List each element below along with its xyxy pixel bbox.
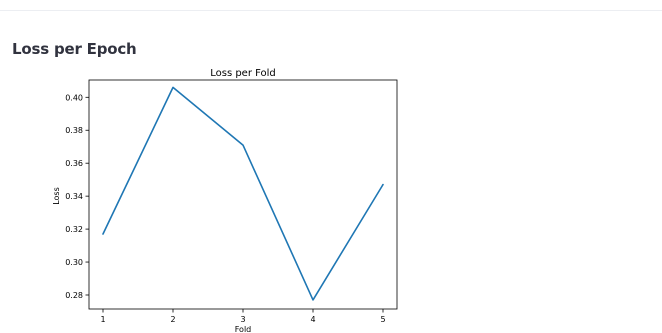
section-title: Loss per Epoch	[12, 40, 137, 58]
y-tick-label: 0.34	[65, 192, 83, 201]
y-tick-label: 0.28	[65, 291, 83, 300]
y-tick-label: 0.36	[65, 159, 83, 168]
x-axis-label: Fold	[235, 325, 252, 333]
x-tick-label: 3	[240, 315, 245, 324]
x-axis-ticks: 1 2 3 4 5	[100, 309, 386, 324]
top-divider	[0, 10, 662, 11]
y-axis-ticks: 0.28 0.30 0.32 0.34 0.36 0.38 0.40	[65, 93, 89, 300]
series-line-loss	[102, 86, 384, 301]
x-tick-label: 5	[380, 315, 385, 324]
x-tick-label: 2	[170, 315, 175, 324]
y-tick-label: 0.38	[65, 126, 83, 135]
x-tick-label: 4	[310, 315, 315, 324]
chart-title: Loss per Fold	[210, 68, 276, 79]
y-tick-label: 0.40	[65, 93, 83, 102]
y-tick-label: 0.30	[65, 258, 83, 267]
x-tick-label: 1	[100, 315, 105, 324]
plot-frame	[88, 79, 398, 310]
y-tick-label: 0.32	[65, 225, 83, 234]
y-axis-label: Loss	[52, 187, 61, 205]
